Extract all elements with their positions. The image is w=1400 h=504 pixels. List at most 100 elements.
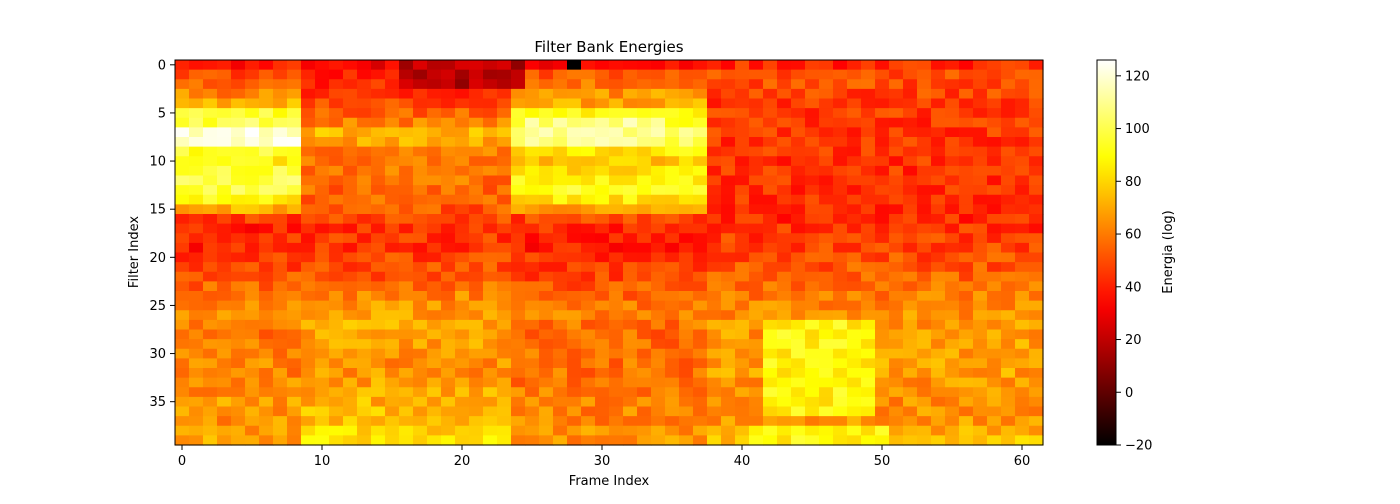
heatmap-cell bbox=[875, 242, 890, 254]
heatmap-cell bbox=[679, 339, 694, 350]
heatmap-cell bbox=[273, 262, 288, 273]
heatmap-cell bbox=[567, 387, 582, 398]
y-tick-label: 5 bbox=[158, 106, 166, 121]
heatmap-cell bbox=[749, 396, 764, 408]
heatmap-cell bbox=[805, 165, 820, 177]
heatmap-cell bbox=[385, 396, 400, 408]
heatmap-cell bbox=[903, 377, 918, 388]
heatmap-cell bbox=[679, 79, 694, 90]
heatmap-cell bbox=[973, 60, 988, 71]
heatmap-cell bbox=[455, 127, 470, 138]
heatmap-cell bbox=[875, 88, 890, 100]
heatmap-cell bbox=[301, 416, 316, 427]
heatmap-cell bbox=[707, 88, 722, 100]
heatmap-cell bbox=[749, 194, 764, 205]
heatmap-cell bbox=[595, 406, 610, 417]
heatmap-cell bbox=[231, 252, 246, 263]
heatmap-cell bbox=[819, 435, 834, 446]
heatmap-cell bbox=[301, 319, 316, 331]
heatmap-cell bbox=[455, 214, 470, 225]
heatmap-cell bbox=[707, 377, 722, 388]
heatmap-cell bbox=[651, 60, 666, 71]
heatmap-cell bbox=[273, 204, 288, 215]
heatmap-cell bbox=[231, 425, 246, 436]
heatmap-cell bbox=[511, 214, 526, 225]
heatmap-cell bbox=[651, 108, 666, 119]
heatmap-cell bbox=[441, 233, 456, 244]
heatmap-cell bbox=[917, 396, 932, 408]
heatmap-cell bbox=[875, 377, 890, 388]
heatmap-cell bbox=[385, 175, 400, 186]
heatmap-cell bbox=[777, 117, 792, 128]
heatmap-cell bbox=[609, 194, 624, 205]
heatmap-cell bbox=[385, 406, 400, 417]
heatmap-cell bbox=[679, 223, 694, 234]
heatmap-cell bbox=[651, 406, 666, 417]
heatmap-cell bbox=[763, 435, 778, 446]
heatmap-cell bbox=[385, 214, 400, 225]
heatmap-cell bbox=[847, 156, 862, 167]
heatmap-cell bbox=[371, 358, 386, 369]
heatmap-cell bbox=[819, 194, 834, 205]
heatmap-cell bbox=[637, 88, 652, 100]
heatmap-cell bbox=[1015, 416, 1030, 427]
heatmap-cell bbox=[679, 291, 694, 302]
heatmap-cell bbox=[483, 242, 498, 254]
heatmap-cell bbox=[553, 319, 568, 331]
heatmap-cell bbox=[623, 204, 638, 215]
heatmap-cell bbox=[679, 396, 694, 408]
heatmap-cell bbox=[763, 300, 778, 311]
heatmap-cell bbox=[945, 233, 960, 244]
heatmap-cell bbox=[791, 310, 806, 321]
heatmap-cell bbox=[721, 60, 736, 71]
heatmap-cell bbox=[371, 252, 386, 263]
heatmap-cell bbox=[1001, 60, 1016, 71]
heatmap-cell bbox=[259, 387, 274, 398]
heatmap-cell bbox=[175, 310, 190, 321]
heatmap-cell bbox=[903, 406, 918, 417]
heatmap-cell bbox=[679, 281, 694, 292]
heatmap-cell bbox=[469, 69, 484, 80]
heatmap-cell bbox=[413, 291, 428, 302]
heatmap-cell bbox=[637, 396, 652, 408]
heatmap-cell bbox=[889, 146, 904, 157]
heatmap-cell bbox=[679, 165, 694, 177]
heatmap-cell bbox=[399, 262, 414, 273]
heatmap-cell bbox=[385, 98, 400, 109]
heatmap-cell bbox=[917, 339, 932, 350]
heatmap-cell bbox=[945, 425, 960, 436]
heatmap-cell bbox=[889, 291, 904, 302]
heatmap-cell bbox=[343, 348, 358, 359]
heatmap-cell bbox=[609, 146, 624, 157]
heatmap-cell bbox=[847, 319, 862, 331]
heatmap-cell bbox=[273, 319, 288, 331]
heatmap-cell bbox=[175, 271, 190, 282]
heatmap-cell bbox=[567, 300, 582, 311]
heatmap-cell bbox=[385, 271, 400, 282]
heatmap-cell bbox=[539, 108, 554, 119]
heatmap-cell bbox=[833, 252, 848, 263]
heatmap-cell bbox=[903, 252, 918, 263]
heatmap-cell bbox=[973, 242, 988, 254]
heatmap-cell bbox=[399, 406, 414, 417]
heatmap-cell bbox=[427, 185, 442, 196]
heatmap-cell bbox=[889, 416, 904, 427]
heatmap-cell bbox=[847, 358, 862, 369]
x-tick-label: 40 bbox=[734, 454, 751, 469]
heatmap-cell bbox=[231, 214, 246, 225]
heatmap-cell bbox=[609, 242, 624, 254]
heatmap-cell bbox=[567, 79, 582, 90]
heatmap-cell bbox=[777, 291, 792, 302]
heatmap-cell bbox=[539, 242, 554, 254]
heatmap-cell bbox=[973, 127, 988, 138]
heatmap-cell bbox=[777, 387, 792, 398]
heatmap-cell bbox=[189, 79, 204, 90]
heatmap-cell bbox=[581, 233, 596, 244]
heatmap-cell bbox=[329, 156, 344, 167]
heatmap-cell bbox=[343, 262, 358, 273]
heatmap-cell bbox=[665, 223, 680, 234]
heatmap-cell bbox=[679, 271, 694, 282]
heatmap-cell bbox=[959, 310, 974, 321]
heatmap-cell bbox=[875, 416, 890, 427]
heatmap-cell bbox=[777, 368, 792, 379]
